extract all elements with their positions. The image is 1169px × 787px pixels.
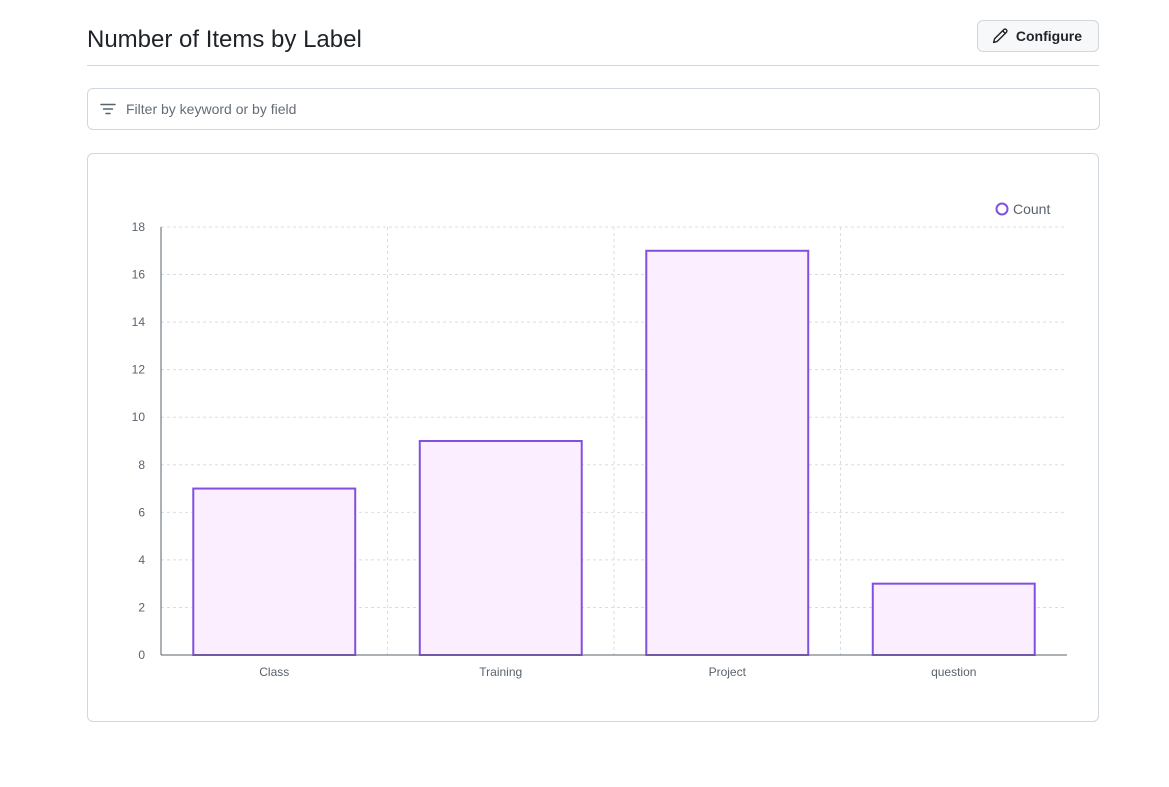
y-tick-label: 18 <box>132 220 146 234</box>
y-tick-label: 4 <box>138 553 145 567</box>
y-tick-label: 0 <box>138 648 145 662</box>
x-tick-label: question <box>931 665 976 679</box>
bar-project <box>645 249 810 657</box>
x-tick-label: Project <box>709 665 747 679</box>
y-tick-label: 8 <box>138 458 145 472</box>
configure-button-label: Configure <box>1015 28 1082 44</box>
y-tick-label: 6 <box>138 505 145 519</box>
y-tick-label: 10 <box>132 410 146 424</box>
legend-label: Count <box>1013 201 1050 217</box>
chart-header: Number of Items by Label Configure <box>87 0 1099 66</box>
chart-card: 0 2 4 6 8 10 12 14 16 18 Class Training Project quest… <box>87 153 1099 722</box>
y-tick-label: 12 <box>132 363 146 377</box>
filter-bar[interactable] <box>87 88 1100 130</box>
y-tick-label: 16 <box>132 268 146 282</box>
page-title: Number of Items by Label <box>87 26 362 53</box>
x-tick-label: Training <box>479 665 522 679</box>
y-tick-label: 14 <box>132 315 146 329</box>
pencil-icon <box>992 28 1008 44</box>
y-tick-label: 2 <box>138 600 145 614</box>
legend-marker <box>995 202 1009 216</box>
bar-training <box>418 440 583 656</box>
x-tick-label: Class <box>259 665 289 679</box>
filter-input[interactable] <box>124 89 1099 129</box>
filter-icon <box>100 101 116 117</box>
bar-chart: 0 2 4 6 8 10 12 14 16 18 Class Training Project quest… <box>132 201 1067 679</box>
bar-question <box>871 582 1036 656</box>
configure-button[interactable]: Configure <box>976 20 1099 52</box>
bar-class <box>192 487 357 656</box>
